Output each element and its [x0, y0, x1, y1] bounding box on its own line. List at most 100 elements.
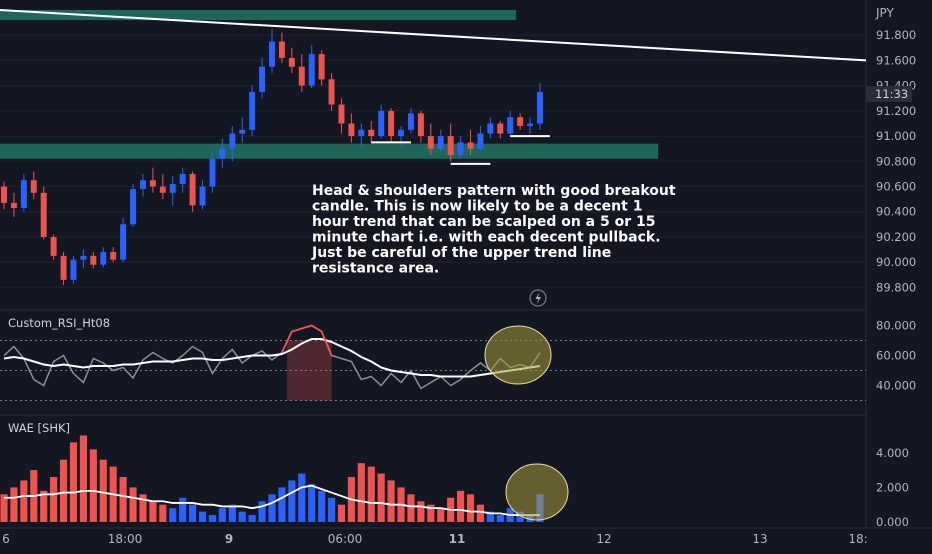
trend-line[interactable] — [0, 9, 867, 62]
annotation-line: minute chart i.e. with each decent pullb… — [312, 230, 661, 246]
candlestick-series[interactable] — [1, 28, 543, 285]
wae-bar — [516, 511, 524, 522]
lightning-icon[interactable] — [529, 289, 547, 307]
annotation-line: candle. This is now likely to be a decen… — [312, 199, 642, 215]
price-axis-ticks: 91.80091.60091.40091.20091.00090.80090.6… — [876, 28, 916, 294]
candle-body — [40, 192, 47, 237]
candle-body — [467, 142, 474, 149]
price-tick-label: 90.600 — [876, 180, 916, 194]
wae-bar — [89, 449, 97, 522]
candle-body — [407, 113, 414, 130]
wae-bar — [496, 515, 504, 522]
candle-body — [139, 180, 146, 190]
rsi-tick-label: 60.000 — [876, 349, 916, 363]
candle-body — [537, 91, 543, 124]
wae-bar — [417, 501, 425, 522]
time-tick-label: 11 — [449, 532, 466, 546]
candle-body — [517, 117, 524, 126]
price-tick-label: 90.000 — [876, 255, 916, 269]
candle-body — [239, 129, 246, 134]
trend-line-segment — [0, 9, 867, 62]
candle-body — [328, 79, 335, 105]
rsi-overbought-segment — [281, 324, 333, 356]
wae-bar — [99, 459, 107, 522]
candle-body — [298, 66, 305, 86]
candle-body — [388, 110, 395, 137]
wae-bar — [10, 487, 18, 522]
wae-bar — [367, 466, 375, 522]
time-tick-label: 9 — [225, 532, 233, 546]
wae-tick-label: 0.000 — [876, 515, 909, 529]
rsi-overbought-shade — [286, 340, 332, 401]
wae-bar — [0, 494, 8, 522]
candle-body — [278, 41, 285, 58]
wae-tick-label: 2.000 — [876, 480, 909, 494]
price-tick-label: 90.800 — [876, 154, 916, 168]
wae-bar — [476, 504, 485, 522]
candle-body — [318, 54, 325, 80]
last-price-label: 11:33 — [875, 87, 908, 101]
price-tick-label: 90.200 — [876, 230, 916, 244]
wae-bar — [189, 504, 197, 522]
annotation-line: hour trend that can be scalped on a 5 or… — [312, 214, 656, 230]
wae-bar — [69, 442, 78, 522]
wae-bar — [248, 515, 256, 522]
wae-bar — [457, 490, 465, 522]
candle-body — [120, 224, 127, 260]
candle-body — [398, 129, 405, 137]
wae-bar — [327, 497, 336, 522]
wae-bar — [179, 497, 187, 522]
candle-body — [348, 123, 355, 137]
wae-pane[interactable]: 4.000 2.000 0.000 — [0, 435, 909, 529]
candle-body — [159, 186, 166, 193]
rsi-line — [3, 324, 541, 390]
candle-body — [70, 259, 77, 280]
neckline-marks — [371, 135, 550, 165]
wae-highlight-circle — [505, 463, 569, 521]
candle-body — [149, 180, 156, 187]
wae-bar — [258, 501, 266, 522]
wae-bar — [268, 494, 276, 522]
candle-body — [20, 180, 27, 208]
wae-bar — [228, 504, 236, 522]
price-tick-label: 91.800 — [876, 28, 916, 42]
wae-bar — [337, 504, 346, 522]
wae-bar — [387, 480, 395, 522]
wae-bar — [288, 480, 296, 522]
price-tick-label: 91.000 — [876, 129, 916, 143]
candle-body — [80, 255, 87, 260]
rsi-highlight-circle — [484, 325, 552, 385]
wae-bar — [466, 494, 475, 522]
wae-bar — [20, 480, 28, 522]
candle-body — [288, 57, 295, 67]
rsi-pane[interactable]: 80.000 60.000 40.000 — [0, 319, 916, 401]
wae-bar — [159, 504, 167, 522]
wae-indicator-title: WAE [SHK] — [8, 421, 70, 435]
candle-body — [308, 54, 315, 86]
time-tick-label: 6 — [2, 532, 10, 546]
wae-bar — [437, 508, 445, 522]
time-tick-label: 18:00 — [108, 532, 143, 546]
wae-bar — [427, 504, 435, 522]
candle-body — [60, 255, 67, 280]
candle-body — [50, 236, 57, 256]
wae-bar — [486, 511, 494, 522]
candle-body — [179, 173, 186, 184]
rsi-tick-label: 40.000 — [876, 379, 916, 393]
wae-explosion-line — [4, 484, 540, 516]
time-axis: 6 18:00 9 06:00 11 12 13 18: — [2, 532, 867, 546]
wae-bar — [308, 483, 316, 522]
annotation-line: Head & shoulders pattern with good break… — [312, 183, 676, 199]
rsi-tick-label: 80.000 — [876, 319, 916, 333]
wae-bar — [218, 508, 226, 522]
candle-body — [338, 104, 345, 124]
candle-body — [447, 136, 454, 155]
candle-body — [259, 66, 266, 92]
time-tick-label: 18: — [848, 532, 867, 546]
price-tick-label: 90.400 — [876, 205, 916, 219]
candle-body — [249, 91, 256, 130]
candle-body — [130, 189, 137, 225]
